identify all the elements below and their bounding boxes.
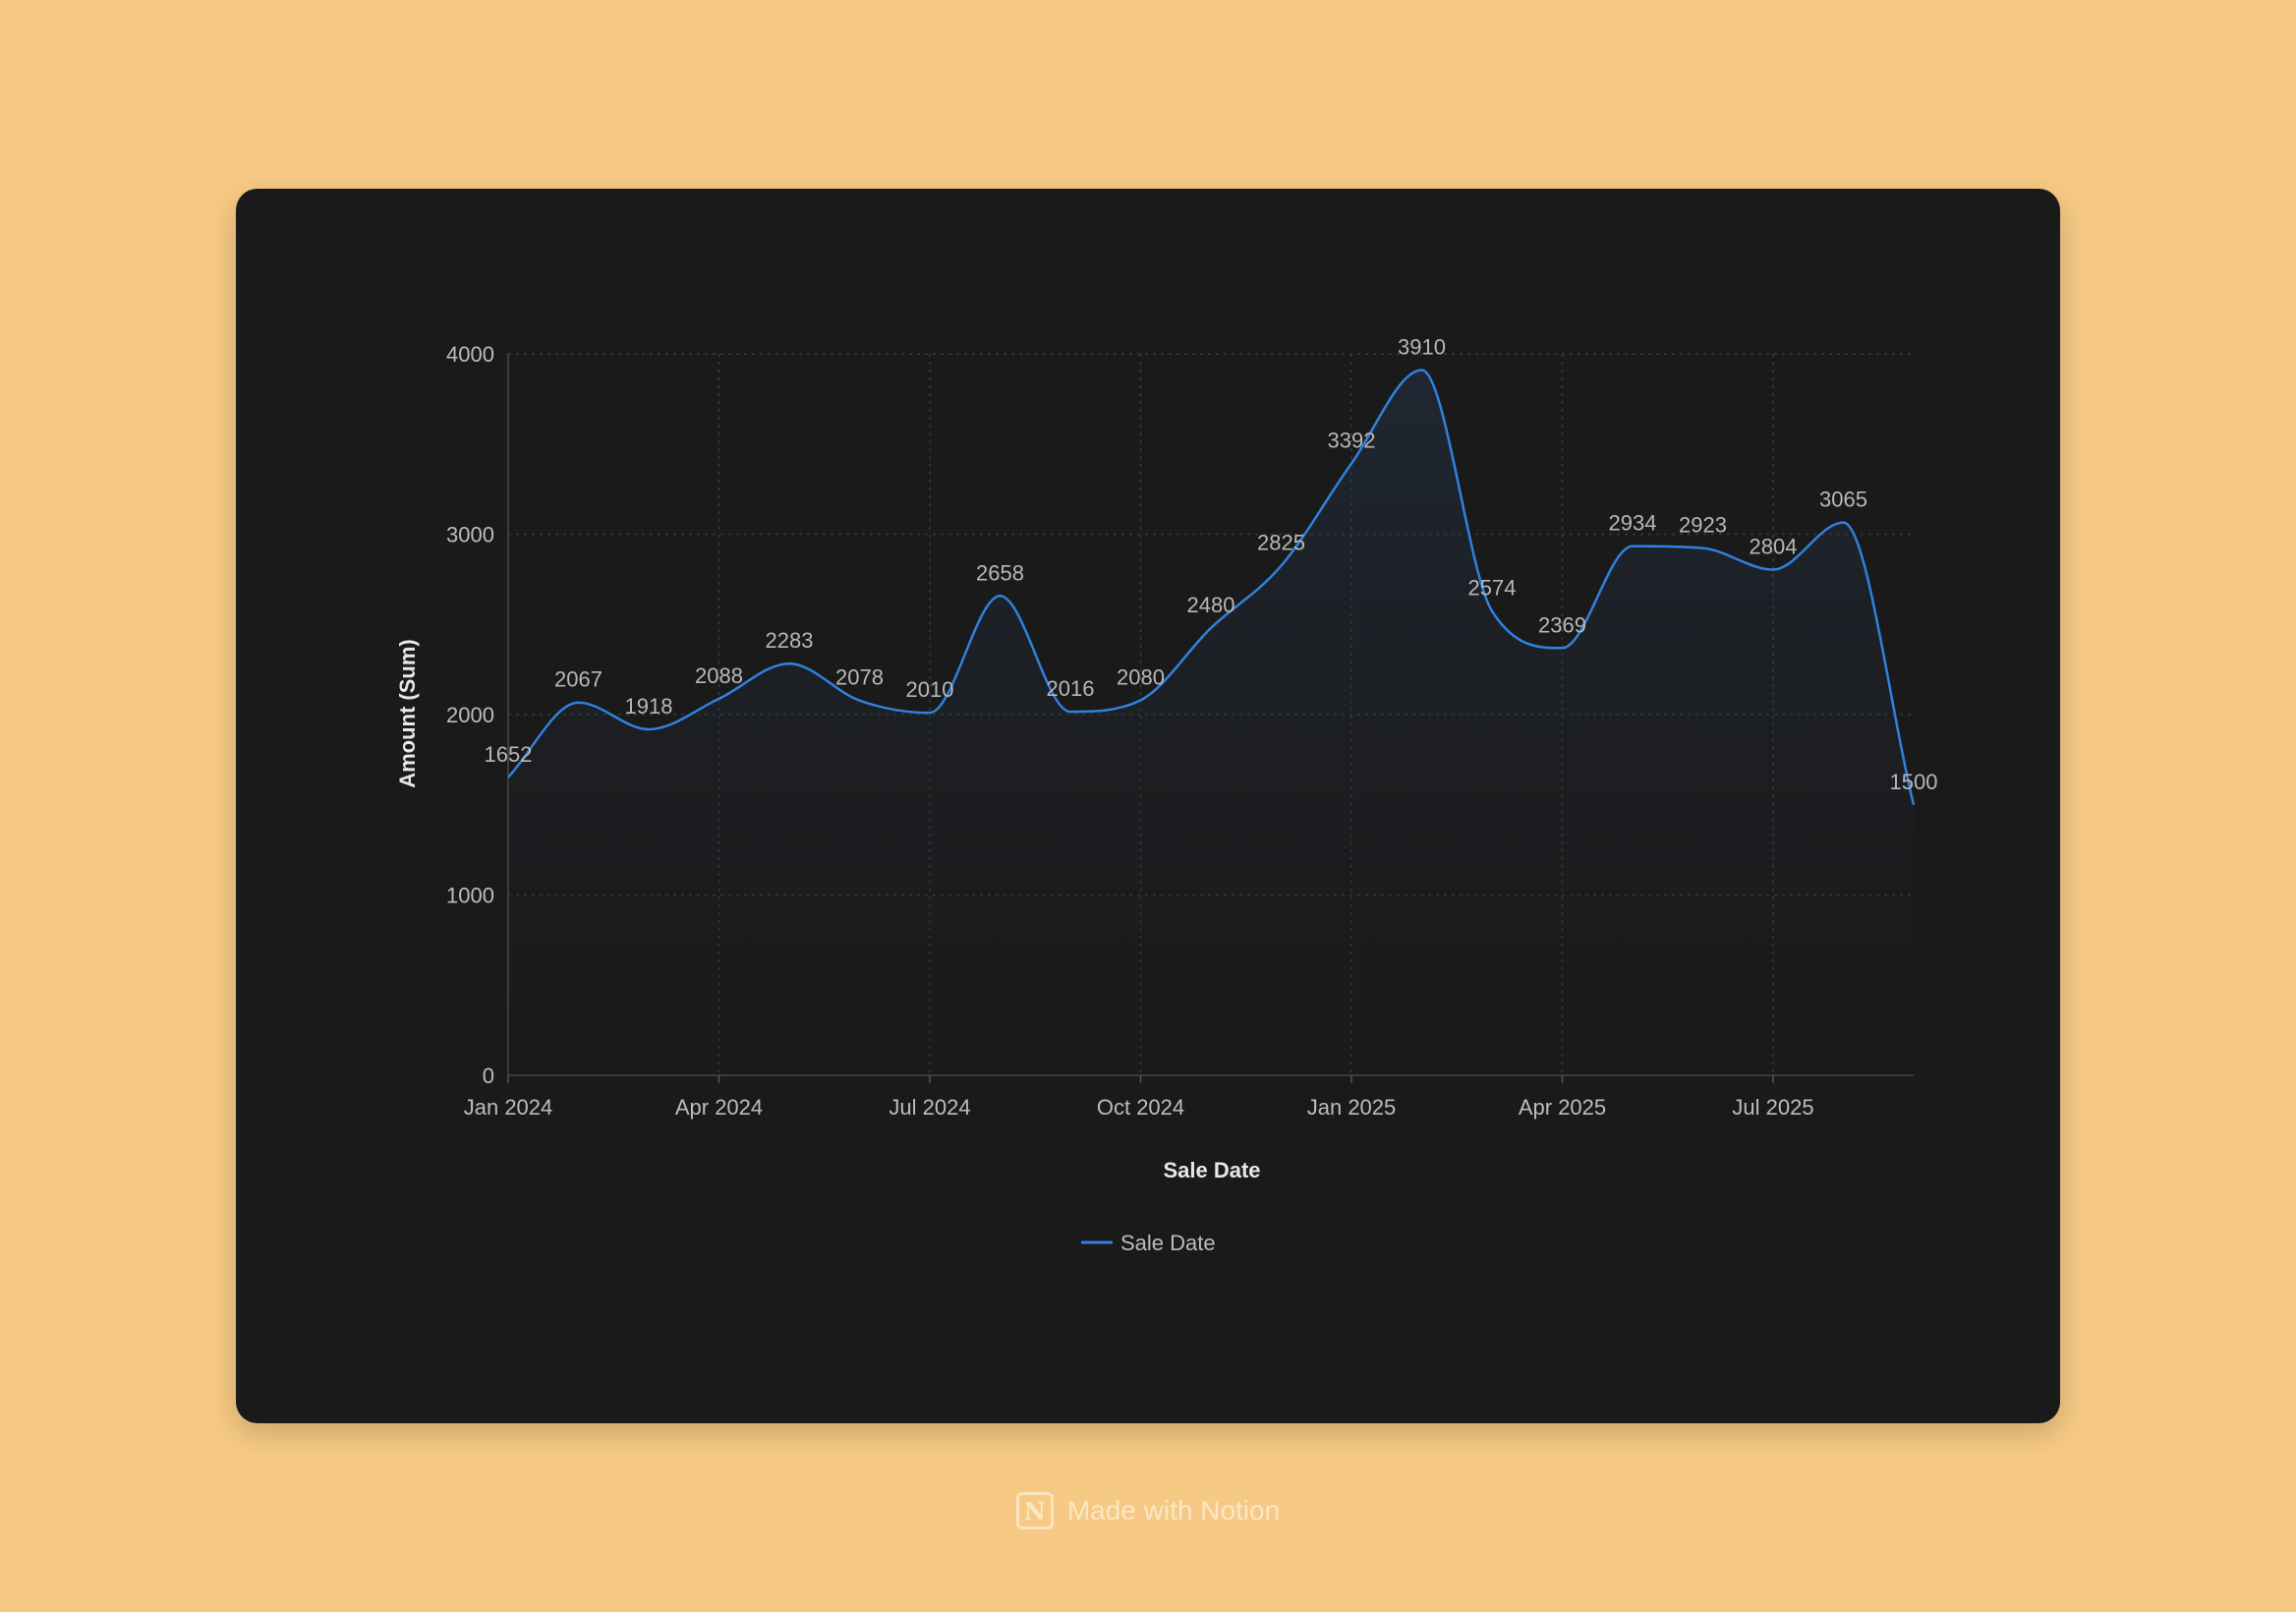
data-label: 2658	[976, 560, 1024, 585]
y-tick-label: 2000	[446, 703, 494, 727]
data-label: 2923	[1679, 513, 1727, 538]
x-tick-label: Apr 2024	[675, 1095, 763, 1120]
y-axis-title: Amount (Sum)	[395, 639, 420, 788]
data-labels: 1652 2067 1918 2088 2283 2078 2010 2658 2016 2080…	[485, 335, 1938, 794]
data-label: 2016	[1047, 676, 1095, 701]
data-label: 3910	[1398, 335, 1446, 360]
x-tick-label: Oct 2024	[1097, 1095, 1184, 1120]
y-tick-label: 1000	[446, 884, 494, 908]
data-label: 1652	[485, 742, 533, 767]
series	[507, 369, 1916, 1075]
made-with-notion-footer[interactable]: N Made with Notion	[0, 1492, 2296, 1529]
x-tick-label: Jan 2025	[1307, 1095, 1397, 1120]
data-label: 2080	[1117, 664, 1165, 689]
series-area	[508, 370, 1914, 1075]
area-chart: 0 1000 2000 3000 4000 Jan 2024 Apr 2024 Jul 202…	[395, 335, 1938, 1255]
data-label: 2574	[1468, 576, 1517, 601]
data-label: 1500	[1890, 770, 1938, 794]
data-label: 2934	[1609, 511, 1657, 536]
data-label: 2480	[1187, 593, 1235, 617]
legend-label: Sale Date	[1120, 1231, 1216, 1255]
x-tick-label: Jan 2024	[464, 1095, 553, 1120]
chart-card: 0 1000 2000 3000 4000 Jan 2024 Apr 2024 Jul 202…	[236, 189, 2060, 1423]
data-label: 2088	[695, 663, 743, 688]
data-label: 2010	[906, 677, 954, 702]
data-label: 2078	[835, 665, 884, 690]
y-tick-label: 0	[483, 1064, 494, 1088]
y-tick-label: 4000	[446, 342, 494, 367]
data-label: 1918	[625, 694, 673, 719]
data-label: 2369	[1538, 612, 1586, 637]
footer-text: Made with Notion	[1066, 1495, 1281, 1526]
x-axis-title: Sale Date	[1163, 1158, 1260, 1182]
data-label: 3065	[1819, 488, 1867, 512]
data-label: 2804	[1750, 534, 1798, 558]
legend: Sale Date	[1081, 1231, 1216, 1255]
y-tick-label: 3000	[446, 523, 494, 547]
x-tick-label: Jul 2024	[889, 1095, 970, 1120]
series-line	[507, 369, 1916, 806]
x-tick-label: Apr 2025	[1519, 1095, 1606, 1120]
x-tick-label: Jul 2025	[1732, 1095, 1813, 1120]
data-label: 2825	[1257, 531, 1305, 555]
data-label: 2067	[554, 667, 603, 692]
notion-logo-icon: N	[1015, 1492, 1054, 1529]
data-label: 3392	[1328, 429, 1376, 453]
data-label: 2283	[766, 628, 814, 653]
